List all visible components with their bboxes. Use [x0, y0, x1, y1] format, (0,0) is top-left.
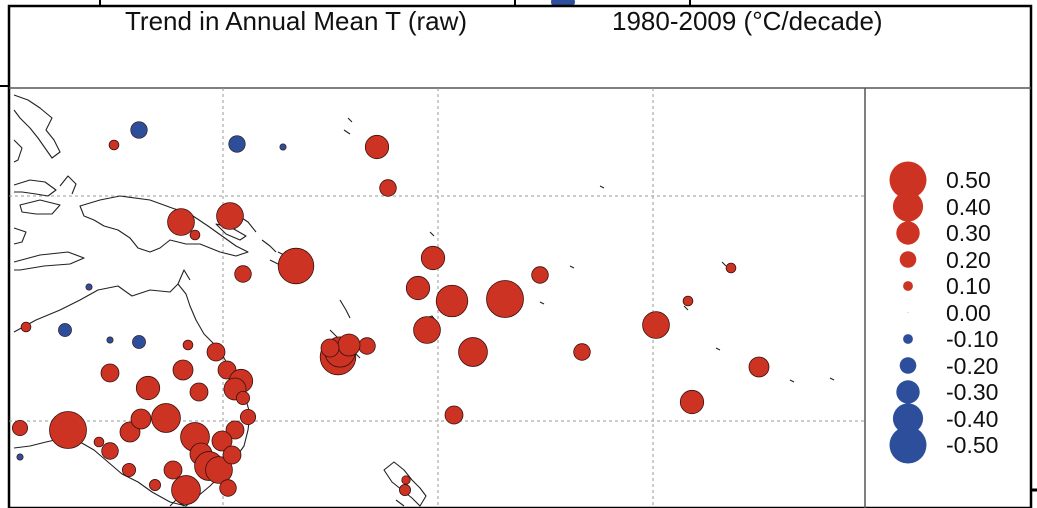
- cooling-station-marker: [228, 135, 246, 153]
- legend-label: 0.10: [946, 273, 991, 299]
- warming-station-marker: [444, 405, 464, 425]
- legend-label: -0.50: [946, 432, 999, 458]
- warming-station-marker: [93, 436, 105, 448]
- warming-station-marker: [235, 390, 250, 405]
- legend: [889, 161, 927, 464]
- warming-station-marker: [100, 363, 120, 383]
- legend-symbol: [892, 403, 924, 434]
- warming-station-marker: [642, 311, 670, 339]
- warming-station-marker: [748, 356, 770, 378]
- warming-station-marker: [206, 342, 226, 362]
- warming-station-marker: [435, 284, 469, 318]
- warming-station-marker: [219, 479, 237, 497]
- warming-station-marker: [277, 247, 315, 285]
- legend-symbol: [899, 251, 917, 268]
- warming-station-marker: [725, 262, 737, 274]
- warming-station-marker: [222, 445, 242, 465]
- warming-station-marker: [458, 337, 488, 367]
- warming-station-marker: [11, 419, 29, 437]
- cooling-station-marker: [279, 143, 287, 151]
- cooling-station-marker: [106, 336, 114, 344]
- warming-station-marker: [420, 245, 446, 271]
- cooling-station-marker: [85, 283, 93, 291]
- legend-label: -0.10: [946, 326, 999, 352]
- legend-symbol: [889, 161, 927, 199]
- warming-station-marker: [167, 208, 195, 236]
- warming-station-marker: [135, 375, 161, 401]
- legend-label: 0.00: [946, 299, 991, 326]
- warming-station-marker: [225, 420, 245, 440]
- cooling-station-marker: [16, 453, 24, 461]
- warming-station-marker: [682, 295, 694, 307]
- warming-station-marker: [163, 460, 183, 480]
- warming-station-marker: [413, 316, 441, 344]
- warming-station-marker: [189, 229, 201, 241]
- warming-station-marker: [149, 479, 161, 491]
- legend-symbol: [896, 380, 920, 404]
- warming-station-marker: [171, 475, 201, 505]
- warming-station-marker: [108, 139, 120, 151]
- legend-label: 0.40: [946, 193, 991, 220]
- warming-station-marker: [531, 266, 549, 284]
- cooling-station-marker: [132, 335, 146, 349]
- warming-station-marker: [151, 403, 181, 433]
- warming-station-marker: [679, 389, 705, 415]
- warming-station-marker: [122, 462, 137, 477]
- warming-station-marker: [182, 339, 194, 351]
- legend-label: 0.50: [946, 167, 991, 193]
- warming-station-marker: [573, 343, 591, 361]
- warming-station-marker: [405, 275, 431, 301]
- legend-symbol: [907, 311, 909, 314]
- warming-station-marker: [20, 321, 32, 333]
- figure-frame: [7, 4, 1033, 508]
- legend-symbol: [903, 334, 913, 344]
- warming-station-marker: [364, 134, 390, 160]
- legend-symbol: [896, 221, 920, 245]
- warming-station-marker: [358, 337, 376, 355]
- warming-station-marker: [234, 265, 252, 283]
- warming-station-marker: [399, 484, 411, 496]
- warming-station-marker: [130, 408, 152, 430]
- legend-label: -0.40: [946, 405, 999, 432]
- legend-symbol: [903, 281, 913, 291]
- legend-symbol: [892, 191, 924, 222]
- warming-station-marker: [172, 359, 194, 381]
- warming-station-marker: [211, 430, 233, 452]
- warming-station-marker: [216, 202, 244, 230]
- legend-label: -0.20: [946, 352, 999, 379]
- station-markers: [11, 121, 770, 505]
- warming-station-marker: [401, 475, 411, 485]
- legend-label: 0.30: [946, 220, 991, 246]
- warming-station-marker: [379, 179, 397, 197]
- warming-station-marker: [486, 280, 524, 318]
- legend-label: 0.20: [946, 246, 991, 273]
- warming-station-marker: [49, 411, 87, 449]
- legend-symbol: [889, 426, 927, 464]
- cooling-station-marker: [130, 121, 148, 139]
- legend-symbol: [899, 357, 917, 374]
- warming-station-marker: [239, 408, 257, 426]
- warming-station-marker: [101, 442, 119, 460]
- cooling-station-marker: [58, 323, 72, 337]
- period-units-label: 1980-2009 (°C/decade): [612, 6, 883, 36]
- warming-station-marker: [189, 382, 209, 402]
- warming-station-marker: [205, 456, 233, 484]
- warming-station-marker: [320, 338, 340, 358]
- legend-label: -0.30: [946, 379, 999, 405]
- warming-station-marker: [337, 333, 361, 357]
- chart-title: Trend in Annual Mean T (raw): [125, 6, 468, 36]
